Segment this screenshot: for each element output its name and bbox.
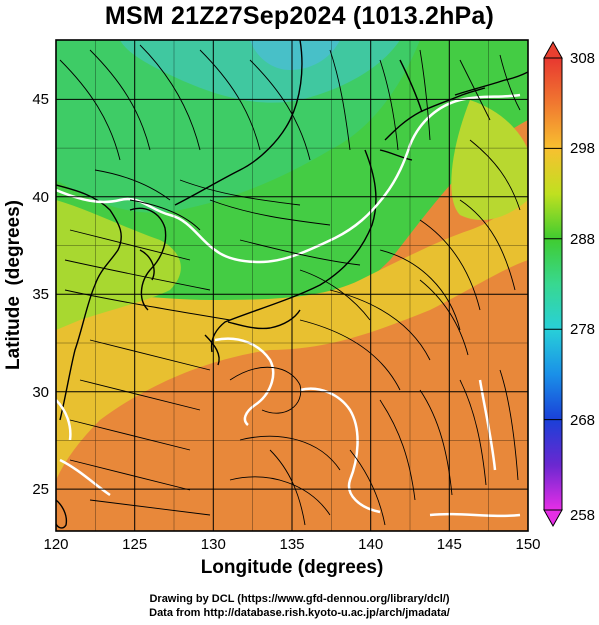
colorbar-tick-label: 298 <box>570 140 595 157</box>
minor-grid <box>56 40 528 531</box>
colorbar-tick-label: 308 <box>570 50 595 67</box>
colorbar-tick-label: 268 <box>570 412 595 429</box>
wind-streamlines <box>59 44 521 526</box>
land-outlines <box>56 40 528 529</box>
y-tick-label: 35 <box>32 286 49 303</box>
x-tick-label: 135 <box>279 536 304 553</box>
y-tick-label: 40 <box>32 189 49 206</box>
map-title: MSM 21Z27Sep2024 (1013.2hPa) <box>104 2 495 30</box>
x-tick-label: 145 <box>437 536 462 553</box>
y-axis-label: Latitude (degrees) <box>3 200 24 370</box>
colorbar: 258 268 278 288 298 308 <box>543 40 595 528</box>
colorbar-bar <box>543 57 563 511</box>
colorbar-max-triangle <box>543 40 563 59</box>
x-tick-label: 130 <box>201 536 226 553</box>
y-tick-label: 25 <box>32 481 49 498</box>
colorbar-tick-label: 288 <box>570 231 595 248</box>
colorbar-tick-label: 278 <box>570 321 595 338</box>
y-tick-label: 30 <box>32 384 49 401</box>
colorbar-min-triangle <box>543 509 563 528</box>
x-tick-labels: 120 125 130 135 140 145 150 <box>43 536 540 553</box>
x-axis-label: Longitude (degrees) <box>201 557 384 578</box>
x-tick-label: 150 <box>515 536 540 553</box>
x-tick-label: 120 <box>43 536 68 553</box>
x-tick-label: 140 <box>358 536 383 553</box>
map-grid <box>56 40 528 531</box>
credits: Drawing by DCL (https://www.gfd-dennou.o… <box>0 592 599 620</box>
plot-frame <box>55 39 529 532</box>
y-tick-label: 45 <box>32 91 49 108</box>
x-tick-label: 125 <box>122 536 147 553</box>
credit-line-data: Data from http://database.rish.kyoto-u.a… <box>149 607 450 619</box>
y-tick-labels: 25 30 35 40 45 <box>32 91 49 498</box>
colorbar-tick-label: 258 <box>570 507 595 524</box>
credit-line-drawing: Drawing by DCL (https://www.gfd-dennou.o… <box>149 593 450 605</box>
